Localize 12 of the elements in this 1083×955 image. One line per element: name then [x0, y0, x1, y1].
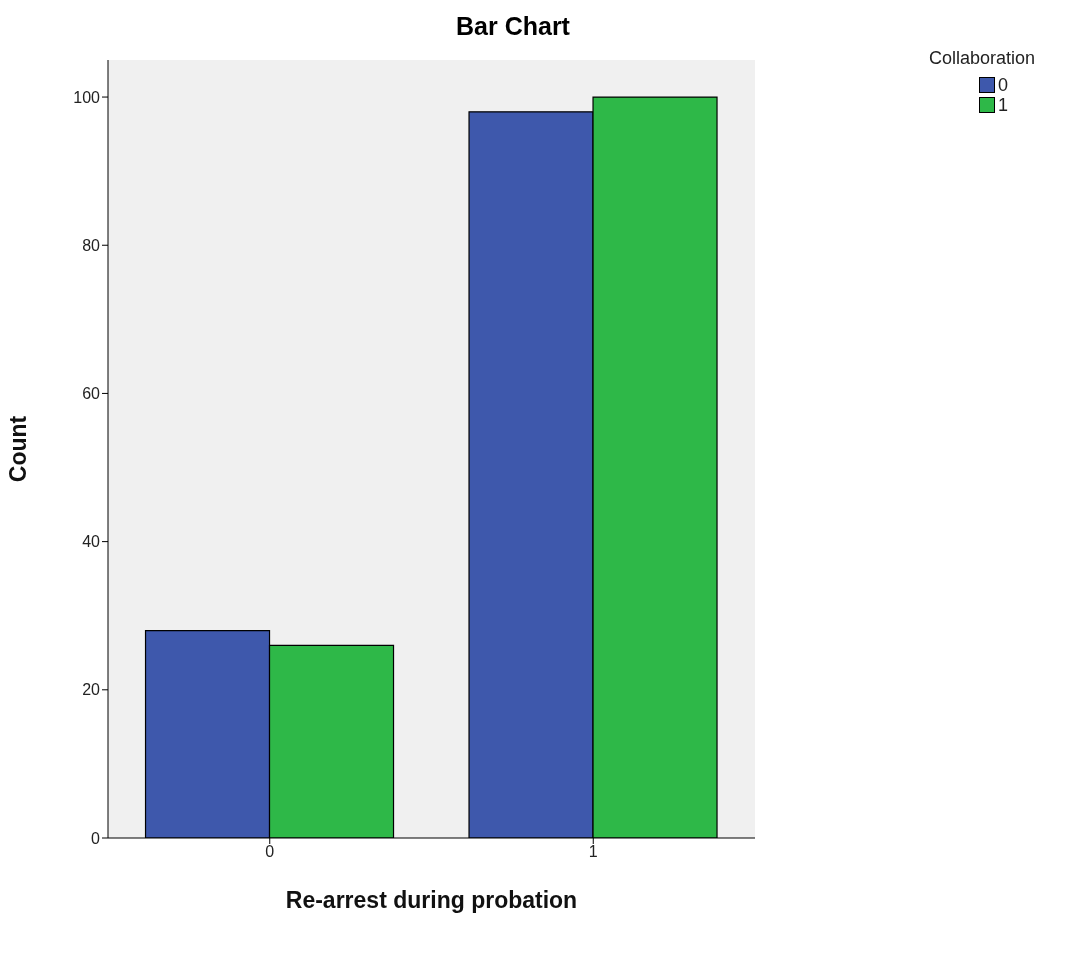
y-tick-label: 0 — [91, 829, 101, 847]
legend-label: 0 — [998, 74, 1009, 96]
legend-label: 1 — [998, 94, 1009, 116]
y-tick-label: 80 — [82, 236, 101, 254]
y-axis-title: Count — [5, 415, 32, 483]
y-tick-label: 100 — [73, 88, 101, 106]
y-tick-label: 40 — [82, 533, 101, 551]
chart-title: Bar Chart — [455, 11, 571, 42]
y-tick-label: 20 — [82, 681, 101, 699]
y-tick-label: 60 — [82, 385, 101, 403]
x-axis-title: Re-arrest during probation — [285, 887, 578, 913]
legend-title: Collaboration — [929, 48, 1037, 69]
